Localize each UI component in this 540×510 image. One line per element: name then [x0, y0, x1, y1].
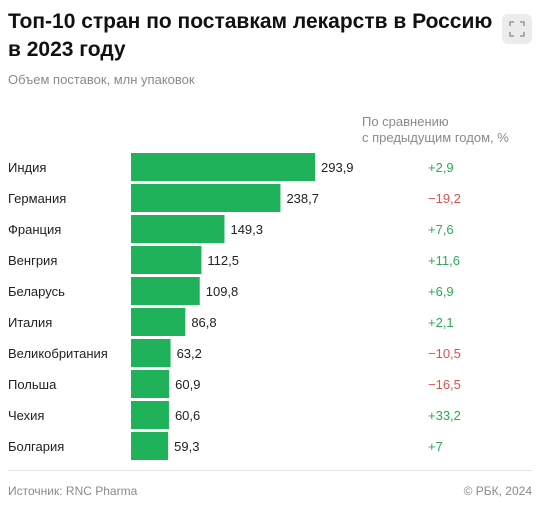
category-label: Беларусь [8, 284, 65, 299]
category-label: Польша [8, 377, 57, 392]
value-label: 60,9 [175, 377, 200, 392]
change-label: +7 [428, 439, 443, 454]
bar [131, 339, 171, 367]
expand-icon[interactable] [502, 14, 532, 44]
category-label: Великобритания [8, 346, 108, 361]
chart-title-line1: Топ-10 стран по поставкам лекарств в Рос… [8, 10, 493, 33]
value-label: 109,8 [206, 284, 239, 299]
change-label: +11,6 [428, 253, 460, 268]
category-label: Италия [8, 315, 52, 330]
change-label: −16,5 [428, 377, 461, 392]
change-label: +33,2 [428, 408, 461, 423]
change-label: +2,9 [428, 160, 454, 175]
chart-subtitle: Объем поставок, млн упаковок [8, 72, 195, 87]
comparison-header-line1: По сравнению [362, 114, 449, 129]
comparison-header: По сравнению с предыдущим годом, % [362, 114, 509, 146]
change-label: +6,9 [428, 284, 454, 299]
change-label: +2,1 [428, 315, 454, 330]
category-label: Болгария [8, 439, 64, 454]
value-label: 238,7 [286, 191, 319, 206]
value-label: 149,3 [230, 222, 263, 237]
bar [131, 215, 225, 243]
value-label: 63,2 [177, 346, 202, 361]
bar [131, 401, 169, 429]
bar [131, 308, 186, 336]
source-note: Источник: RNC Pharma [8, 484, 138, 498]
change-label: +7,6 [428, 222, 454, 237]
value-label: 86,8 [191, 315, 216, 330]
category-label: Франция [8, 222, 61, 237]
bar [131, 277, 200, 305]
bar-chart: Индия 293,9 +2,9 Германия 238,7 −19,2 Франция 1… [8, 153, 461, 460]
footer-divider [8, 470, 532, 471]
change-label: −10,5 [428, 346, 461, 361]
category-label: Венгрия [8, 253, 57, 268]
category-label: Чехия [8, 408, 44, 423]
comparison-header-line2: с предыдущим годом, % [362, 130, 509, 145]
chart-title-line2: в 2023 году [8, 38, 126, 61]
expand-icon-glyph [509, 21, 525, 37]
value-label: 60,6 [175, 408, 200, 423]
bar [131, 432, 169, 460]
bar [131, 184, 281, 212]
category-label: Индия [8, 160, 46, 175]
value-label: 293,9 [321, 160, 354, 175]
value-label: 112,5 [207, 253, 239, 268]
value-label: 59,3 [174, 439, 199, 454]
bar [131, 153, 315, 181]
copyright-note: © РБК, 2024 [463, 484, 532, 498]
chart-title: Топ-10 стран по поставкам лекарств в Рос… [8, 8, 498, 64]
change-label: −19,2 [428, 191, 461, 206]
bar [131, 246, 202, 274]
category-label: Германия [8, 191, 66, 206]
bar [131, 370, 170, 398]
